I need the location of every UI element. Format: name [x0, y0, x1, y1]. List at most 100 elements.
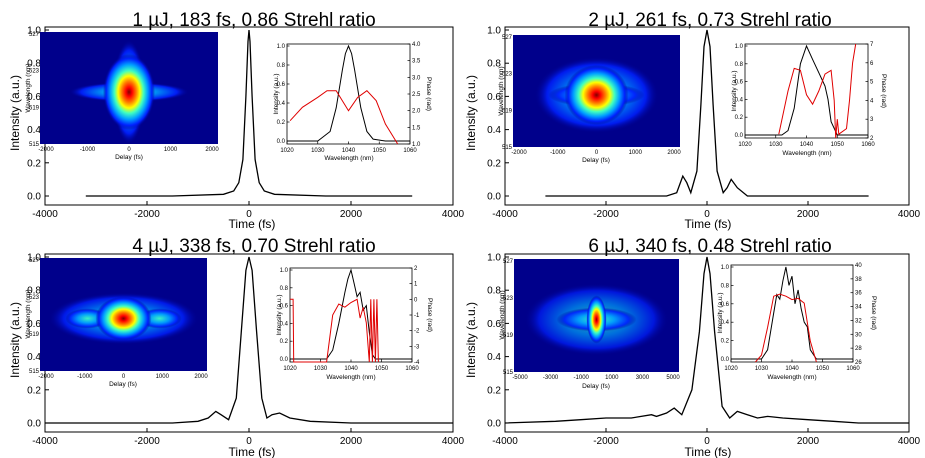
spectrum-phase-tick: -3: [414, 344, 420, 350]
y-tick-label: 0.4: [27, 352, 41, 363]
spectrogram-y-tick: 515: [502, 145, 513, 151]
spectrum-y-tick: 0.4: [735, 97, 744, 103]
spectrum-phase-tick: 26: [855, 360, 862, 366]
x-tick-label: -2000: [593, 209, 619, 220]
spectrogram-x-tick: -1000: [574, 375, 590, 381]
spectrum-phase-line: [778, 43, 857, 139]
spectrum-phase-tick: 40: [855, 263, 862, 269]
spectrum-y-tick: 0.0: [735, 133, 744, 139]
spectrogram-heatmap: [534, 57, 659, 133]
spectrum-phase-tick: 0: [414, 297, 418, 303]
spectrum-x-tick: 1050: [831, 142, 845, 148]
spectrum-x-ticks: 1020 1030 1040 1050 1060: [283, 359, 419, 372]
spectrogram-x-tick: -5000: [512, 375, 528, 381]
x-tick-label: -4000: [32, 209, 58, 220]
spectrogram-y-tick: 527: [29, 258, 40, 264]
spectrum-phase-tick: 2: [870, 136, 874, 142]
spectrum-x-ticks: 1020 1030 1040 1050 1060: [280, 141, 417, 154]
y-tick-label: 0.8: [27, 286, 41, 297]
y-axis-label: Intensity (a.u.): [464, 302, 478, 378]
spectrum-phase-tick: 1.0: [412, 142, 421, 148]
spectrum-inset: 1020 1030 1040 1050 1060 0.00.20.40.60.81.0 …: [276, 266, 433, 381]
x-tick-label: 2000: [797, 209, 820, 220]
spectrum-phase-tick: 34: [855, 305, 862, 311]
spectrogram-x-tick: 2000: [205, 147, 219, 153]
spectrum-phase-tick: 4: [870, 98, 874, 104]
spectrogram-y-tick: 515: [29, 142, 40, 148]
spectrum-phase-tick: 3.0: [412, 75, 421, 81]
x-axis-ticks: -4000 -2000 0 2000 4000: [492, 428, 921, 447]
spectrogram-y-ticks: 515 519 523 527: [29, 258, 40, 375]
spectrum-phase-tick: 32: [855, 318, 862, 324]
spectrogram-y-tick: 519: [503, 333, 514, 339]
spectrogram-heatmap: [69, 40, 189, 144]
spectrogram-y-tick: 527: [502, 35, 513, 41]
spectrum-phase-ticks: 1.0 1.5 2.0 2.5 3.0 3.5 4.0: [407, 42, 421, 148]
x-axis-label: Time (fs): [229, 217, 276, 231]
spectrogram-x-tick: -3000: [543, 375, 559, 381]
spectrum-x-tick: 1030: [755, 366, 769, 372]
spectrum-x-tick: 1040: [800, 142, 814, 148]
spectrogram-inset: -2000 -1000 0 1000 2000 515 519 523 527 Delay (…: [25, 258, 208, 388]
x-axis-ticks: -4000 -2000 0 2000 4000: [32, 201, 465, 220]
spectrum-phase-tick: 5: [870, 80, 874, 86]
y-axis-label: Intensity (a.u.): [8, 302, 22, 378]
spectrogram-y-tick: 527: [503, 259, 514, 265]
spectrum-y-tick: 1.0: [280, 268, 289, 274]
spectrum-x-tick: 1030: [311, 148, 325, 154]
spectrum-y-tick: 0.8: [280, 286, 289, 292]
spectrum-y-label: Intensity (a.u.): [717, 292, 724, 333]
spectrogram-y-tick: 519: [502, 108, 513, 114]
spectrum-inset: 1020 1030 1040 1050 1060 0.00.20.40.60.81.0 …: [273, 42, 432, 162]
intensity-trace: [45, 256, 453, 424]
spectrum-y-tick: 0.0: [280, 357, 289, 363]
y-tick-label: 0.0: [487, 192, 501, 203]
spectrum-phase-tick: 7: [870, 42, 874, 48]
spectrum-y-tick: 0.4: [721, 320, 730, 326]
spectrum-phase-tick: 36: [855, 291, 862, 297]
spectrogram-x-tick: 3000: [636, 375, 650, 381]
spectrogram-peak: [95, 296, 152, 341]
spectrogram-peak: [564, 65, 629, 125]
spectrum-intensity-line: [290, 268, 412, 360]
y-tick-label: 0.6: [27, 92, 41, 103]
spectrogram-x-ticks: -5000 -3000 -1000 1000 3000 5000: [512, 375, 680, 381]
spectrum-x-label: Wavelength (nm): [326, 374, 375, 381]
spectrum-y-tick: 1.0: [735, 44, 744, 50]
spectrogram-x-tick: 0: [127, 147, 131, 153]
spectrum-phase-tick: 2.5: [412, 92, 421, 98]
y-tick-label: 0.6: [487, 92, 501, 103]
spectrum-x-tick: 1030: [314, 366, 328, 372]
y-tick-label: 0.2: [27, 385, 41, 396]
spectrogram-y-tick: 523: [29, 295, 40, 301]
spectrum-frame: [730, 264, 854, 363]
spectrum-y-tick: 0.8: [721, 283, 730, 289]
y-axis-label: Intensity (a.u.): [8, 75, 22, 151]
x-tick-label: -4000: [492, 436, 518, 447]
spectrum-y-tick: 0.8: [735, 62, 744, 68]
y-tick-label: 0.8: [27, 59, 41, 70]
x-tick-label: -4000: [492, 209, 518, 220]
spectrum-y-ticks: 0.0 0.2 0.4 0.6 0.8 1.0: [735, 44, 748, 139]
y-tick-label: 0.0: [27, 419, 41, 430]
spectrum-phase-line: [290, 298, 379, 363]
spectrum-frame: [286, 43, 411, 145]
spectrum-y-label: Intensity (a.u.): [276, 294, 283, 335]
x-tick-label: 4000: [898, 209, 921, 220]
spectrogram-y-tick: 519: [29, 105, 40, 111]
spectrum-inset: 1020 1030 1040 1050 1060 0.00.20.40.60.81.0 …: [717, 263, 877, 381]
spectrum-phase-tick: 6: [870, 61, 874, 67]
spectrogram-x-tick: 2000: [667, 150, 681, 156]
spectrogram-x-tick: 0: [122, 374, 126, 380]
x-tick-label: 2000: [797, 436, 820, 447]
x-axis-label: Time (fs): [685, 217, 732, 231]
spectrum-x-tick: 1050: [375, 366, 389, 372]
spectrum-y-tick: 0.8: [277, 63, 286, 69]
spectrogram-x-ticks: -2000 -1000 0 1000 2000: [511, 150, 681, 156]
spectrum-frame: [289, 267, 413, 363]
spectrum-phase-tick: 1.5: [412, 125, 421, 131]
spectrum-y-tick: 1.0: [277, 44, 286, 50]
y-tick-label: 1.0: [487, 26, 501, 37]
spectrum-x-tick: 1020: [738, 142, 752, 148]
